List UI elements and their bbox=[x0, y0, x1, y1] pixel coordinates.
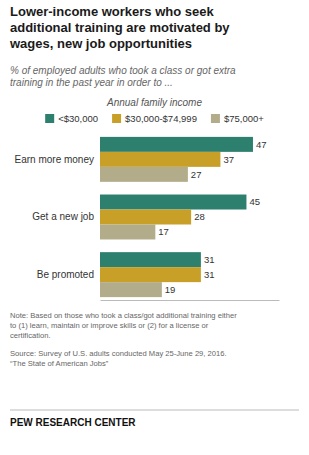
category-label: Get a new job bbox=[32, 211, 94, 222]
subtitle-line: % of employed adults who took a class or… bbox=[10, 65, 236, 76]
legend-title: Annual family income bbox=[106, 97, 202, 108]
category-label: Earn more money bbox=[15, 154, 94, 165]
note: Note: Based on those who took a class/go… bbox=[10, 311, 237, 340]
legend-label: $30,000-$74,999 bbox=[125, 113, 197, 124]
subtitle-line: training in the past year in order to ..… bbox=[10, 77, 173, 88]
category-label: Be promoted bbox=[37, 269, 94, 280]
chart-svg: Lower-income workers who seekadditional … bbox=[0, 0, 309, 455]
note-line: Note: Based on those who took a class/go… bbox=[10, 311, 237, 320]
data-label: 31 bbox=[204, 254, 215, 265]
subtitle: % of employed adults who took a class or… bbox=[10, 65, 236, 88]
legend-item: <$30,000 bbox=[45, 113, 98, 124]
y-tick: Earn more money bbox=[15, 154, 100, 165]
note-line: “The State of American Jobs” bbox=[10, 359, 109, 368]
bar bbox=[100, 267, 201, 282]
separator bbox=[10, 410, 299, 411]
chart-container: Lower-income workers who seekadditional … bbox=[0, 0, 309, 455]
bar bbox=[100, 137, 253, 152]
title-line: additional training are motivated by bbox=[10, 20, 230, 35]
legend-label: $75,000+ bbox=[224, 113, 264, 124]
data-label: 17 bbox=[158, 226, 169, 237]
note-line: to (1) learn, maintain or improve skills… bbox=[10, 321, 209, 330]
bar bbox=[100, 252, 201, 267]
data-label: 31 bbox=[204, 269, 215, 280]
bar bbox=[100, 224, 155, 239]
data-label: 28 bbox=[194, 211, 205, 222]
legend-item: $30,000-$74,999 bbox=[112, 113, 197, 124]
legend-swatch bbox=[45, 114, 54, 123]
note: Source: Survey of U.S. adults conducted … bbox=[10, 349, 227, 368]
data-label: 27 bbox=[191, 169, 202, 180]
bar bbox=[100, 210, 191, 225]
title: Lower-income workers who seekadditional … bbox=[9, 4, 230, 51]
y-tick: Be promoted bbox=[37, 269, 100, 280]
note-line: Source: Survey of U.S. adults conducted … bbox=[10, 349, 227, 358]
data-labels: 47 45 31 37 28 31 27 17 19 bbox=[158, 139, 266, 295]
bar bbox=[100, 152, 220, 167]
note-line: certification. bbox=[10, 331, 51, 340]
legend-swatch bbox=[112, 114, 121, 123]
data-label: 47 bbox=[256, 139, 267, 150]
data-label: 45 bbox=[249, 196, 260, 207]
legend-item: $75,000+ bbox=[211, 113, 264, 124]
y-axis: Earn more money Get a new job Be promoted bbox=[15, 154, 100, 280]
data-label: 19 bbox=[165, 284, 176, 295]
bars bbox=[100, 137, 253, 297]
x-axis bbox=[101, 300, 280, 301]
legend-swatch bbox=[211, 114, 220, 123]
title-line: Lower-income workers who seek bbox=[10, 4, 215, 19]
bar bbox=[100, 167, 188, 182]
y-tick: Get a new job bbox=[32, 211, 100, 222]
bar bbox=[100, 195, 246, 210]
legend: <$30,000 $30,000-$74,999 $75,000+ bbox=[45, 113, 264, 124]
bar bbox=[100, 282, 162, 297]
x-axis-line bbox=[101, 300, 280, 301]
footer: PEW RESEARCH CENTER bbox=[10, 417, 136, 428]
title-line: wages, new job opportunities bbox=[9, 36, 192, 51]
data-label: 37 bbox=[223, 154, 234, 165]
legend-label: <$30,000 bbox=[58, 113, 98, 124]
